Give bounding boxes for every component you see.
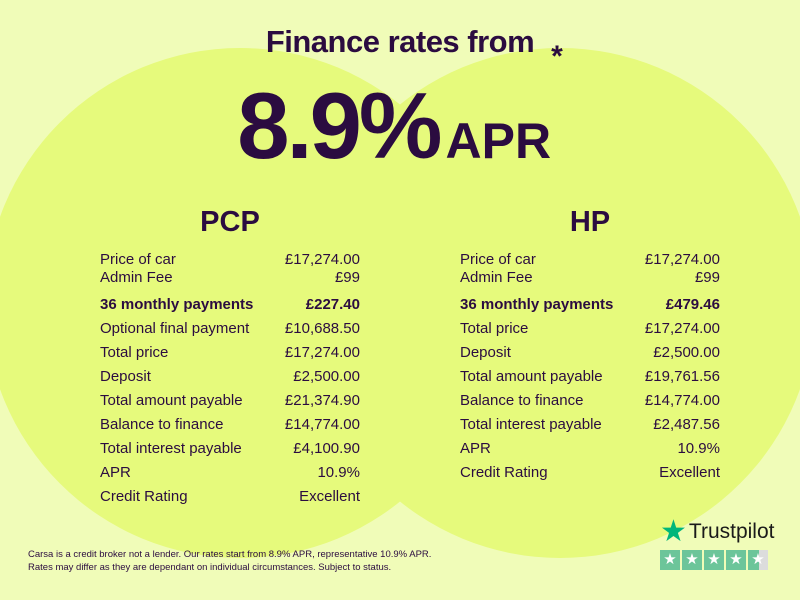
row-value: Excellent: [299, 488, 360, 505]
table-row: Total interest payable £2,487.56: [460, 413, 720, 437]
row-value: £99: [334, 269, 360, 286]
trustpilot-rating: ★ ★ ★ ★ ★: [660, 550, 775, 570]
table-row: Balance to finance £14,774.00: [100, 413, 360, 437]
row-value: £17,274.00: [284, 344, 360, 361]
table-row: Admin Fee £99: [460, 269, 720, 287]
table-row: 36 monthly payments £479.46: [460, 293, 720, 317]
row-label: 36 monthly payments: [100, 296, 254, 313]
disclaimer: Carsa is a credit broker not a lender. O…: [28, 548, 431, 574]
trustpilot-star-icon: ★: [660, 515, 687, 548]
rate-suffix: APR: [445, 113, 552, 169]
row-label: Price of car: [100, 251, 176, 268]
star-icon: ★: [704, 550, 724, 570]
table-row: Total amount payable £21,374.90: [100, 389, 360, 413]
row-value: £2,500.00: [293, 368, 360, 385]
half-star-icon: ★: [748, 550, 768, 570]
row-value: 10.9%: [677, 440, 720, 457]
page-title: Finance rates from: [265, 24, 535, 59]
table-row: Deposit £2,500.00: [460, 341, 720, 365]
table-row: Price of car £17,274.00: [460, 251, 720, 269]
row-label: APR: [100, 464, 131, 481]
row-value: £14,774.00: [644, 392, 720, 409]
trustpilot-name: Trustpilot: [688, 520, 775, 543]
row-value: £479.46: [665, 296, 720, 313]
row-value: £17,274.00: [644, 320, 720, 337]
row-value: £14,774.00: [284, 416, 360, 433]
row-label: Credit Rating: [460, 464, 548, 481]
rate-value: 8.9%: [237, 73, 442, 178]
disclaimer-line-1: Carsa is a credit broker not a lender. O…: [28, 549, 432, 560]
row-value: £10,688.50: [284, 320, 360, 337]
row-value: £2,500.00: [653, 344, 720, 361]
hp-column: HP Price of car £17,274.00 Admin Fee £99 36 …: [460, 206, 720, 485]
row-label: Price of car: [460, 251, 536, 268]
row-label: Admin Fee: [460, 269, 533, 286]
row-label: Credit Rating: [100, 488, 188, 505]
table-row: 36 monthly payments £227.40: [100, 293, 360, 317]
row-value: £2,487.56: [653, 416, 720, 433]
row-label: Total amount payable: [460, 368, 603, 385]
table-row: Balance to finance £14,774.00: [460, 389, 720, 413]
row-label: Total amount payable: [100, 392, 243, 409]
row-label: Admin Fee: [100, 269, 173, 286]
background-circle-right: [305, 48, 800, 558]
row-label: Deposit: [100, 368, 151, 385]
row-value: £99: [694, 269, 720, 286]
table-row: Credit Rating Excellent: [460, 461, 720, 485]
disclaimer-line-2: Rates may differ as they are dependant o…: [28, 562, 392, 573]
table-row: Total amount payable £19,761.56: [460, 365, 720, 389]
asterisk: *: [551, 40, 563, 73]
star-icon: ★: [660, 550, 680, 570]
row-value: £17,274.00: [284, 251, 360, 268]
row-label: Total interest payable: [460, 416, 602, 433]
row-label: APR: [460, 440, 491, 457]
row-label: Total interest payable: [100, 440, 242, 457]
table-row: APR 10.9%: [100, 461, 360, 485]
row-label: Total price: [100, 344, 169, 361]
headline-rate: 8.9% APR *: [0, 40, 800, 180]
row-value: £19,761.56: [644, 368, 720, 385]
table-row: Total price £17,274.00: [100, 341, 360, 365]
table-row: Admin Fee £99: [100, 269, 360, 287]
row-label: Balance to finance: [460, 392, 584, 409]
table-row: Total price £17,274.00: [460, 317, 720, 341]
row-label: Balance to finance: [100, 416, 224, 433]
trustpilot-badge: ★ Trustpilot ★ ★ ★ ★ ★: [660, 515, 775, 570]
row-label: Optional final payment: [100, 320, 250, 337]
table-row: Optional final payment £10,688.50: [100, 317, 360, 341]
table-row: Total interest payable £4,100.90: [100, 437, 360, 461]
table-row: Price of car £17,274.00: [100, 251, 360, 269]
pcp-heading: PCP: [200, 206, 260, 238]
row-label: Total price: [460, 320, 529, 337]
row-value: £21,374.90: [284, 392, 360, 409]
table-row: APR 10.9%: [460, 437, 720, 461]
table-row: Credit Rating Excellent: [100, 485, 360, 509]
row-value: £4,100.90: [293, 440, 360, 457]
row-label: Deposit: [460, 344, 511, 361]
pcp-column: PCP Price of car £17,274.00 Admin Fee £99 36…: [100, 206, 360, 509]
row-value: £17,274.00: [644, 251, 720, 268]
row-value: Excellent: [659, 464, 720, 481]
row-value: 10.9%: [317, 464, 360, 481]
hp-heading: HP: [569, 206, 611, 238]
row-label: 36 monthly payments: [460, 296, 614, 313]
table-row: Deposit £2,500.00: [100, 365, 360, 389]
row-value: £227.40: [305, 296, 360, 313]
star-icon: ★: [726, 550, 746, 570]
star-icon: ★: [682, 550, 702, 570]
